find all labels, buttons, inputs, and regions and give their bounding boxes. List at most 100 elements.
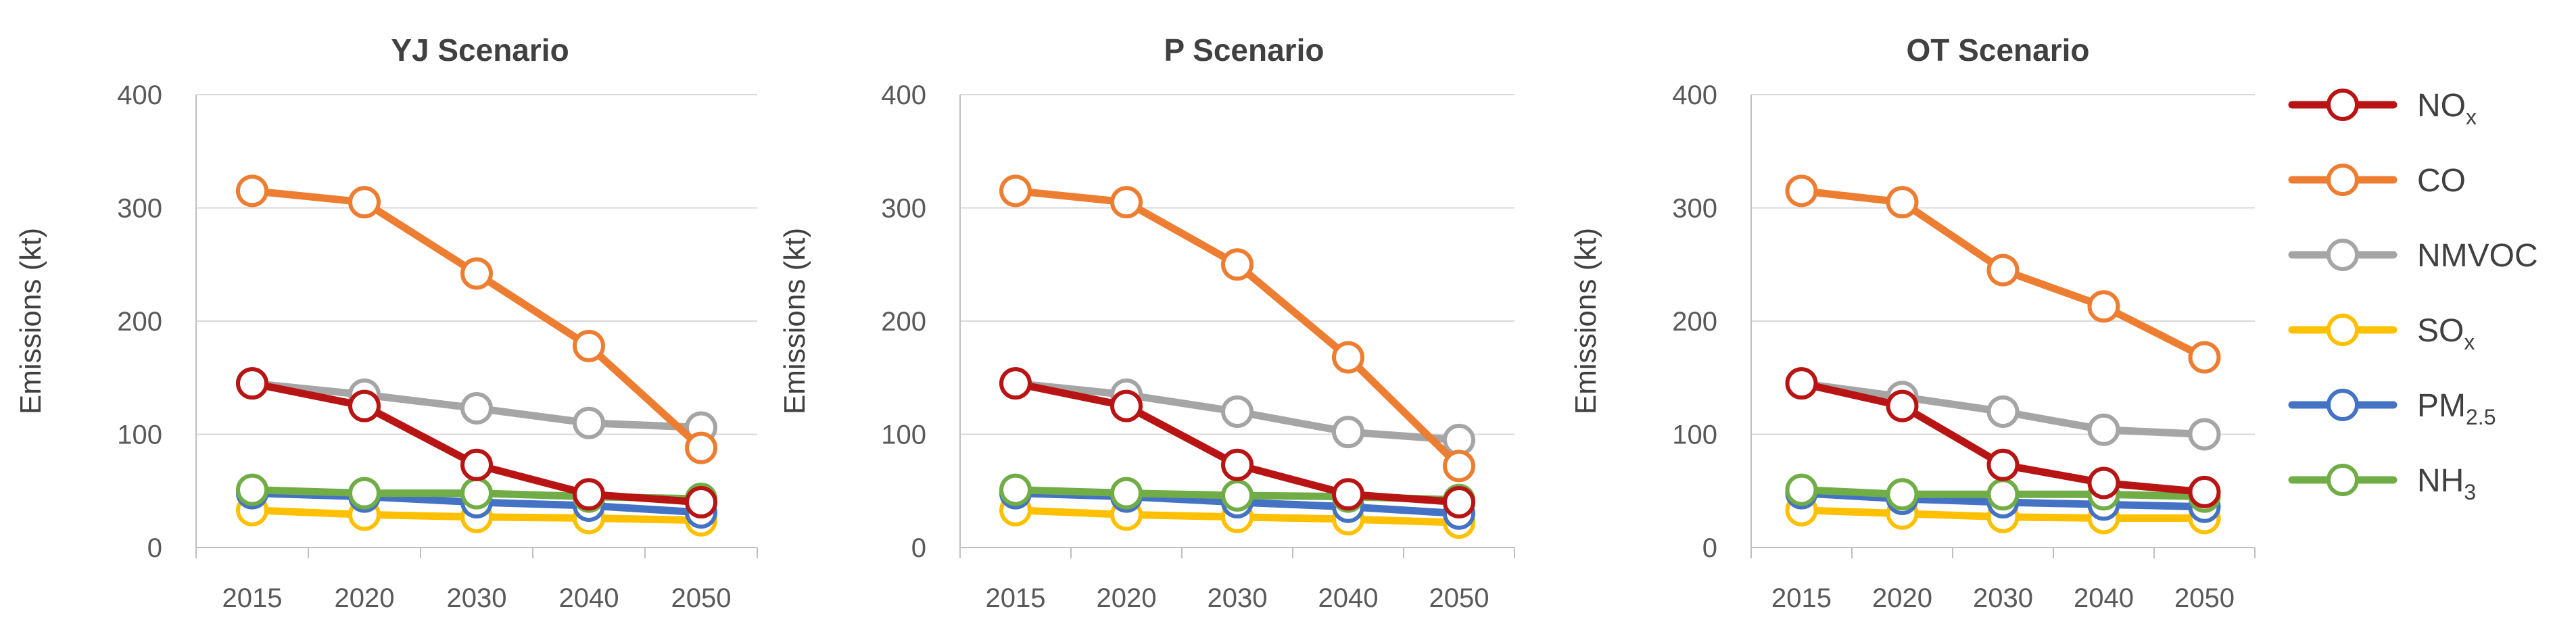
data-point-co <box>1443 450 1475 483</box>
data-point-nh3 <box>999 473 1032 506</box>
x-tick-label: 2020 <box>1097 583 1157 613</box>
y-axis-label: Emissions (kt) <box>1569 228 1602 414</box>
data-point-nox <box>1443 486 1475 518</box>
y-axis-label: Emissions (kt) <box>778 228 811 414</box>
chart-panel-2: P Scenario 0 100 200 300 400 2015 2020 2030 2040 2… <box>778 32 1515 613</box>
chart-panel-3: OT Scenario 0 100 200 300 400 2015 2020 2030 2040… <box>1569 32 2256 613</box>
data-point-nox <box>1986 448 2020 481</box>
data-point-nox <box>1110 389 1143 422</box>
chart-title: YJ Scenario <box>391 32 569 68</box>
chart-title: OT Scenario <box>1907 32 2090 68</box>
x-tick-label: 2030 <box>1208 583 1268 613</box>
data-point-nh3 <box>348 477 381 510</box>
y-axis-label: Emissions (kt) <box>14 228 47 414</box>
y-tick-label: 100 <box>1672 420 1717 450</box>
data-point-co <box>999 174 1032 208</box>
data-point-nmvoc <box>1221 395 1254 428</box>
data-point-co <box>1886 186 1919 219</box>
legend-item-nmvoc: NMVOC <box>2288 238 2538 274</box>
y-tick-label: 400 <box>881 80 926 110</box>
y-tick-label: 100 <box>117 420 162 450</box>
legend-label-pm25: PM2.5 <box>2417 388 2496 429</box>
chart-title: P Scenario <box>1164 32 1325 68</box>
data-point-co <box>1221 248 1254 281</box>
x-tick-label: 2015 <box>1771 583 1832 613</box>
data-point-co <box>460 257 493 290</box>
legend-item-nh3: NH3 <box>2288 463 2476 504</box>
y-tick-label: 400 <box>117 80 162 110</box>
data-point-nh3 <box>460 477 493 510</box>
data-point-nox <box>348 389 381 422</box>
data-point-nox <box>460 448 493 481</box>
data-point-nmvoc <box>573 406 605 439</box>
legend-marker-nh3 <box>2327 464 2359 496</box>
y-tick-label: 100 <box>881 420 926 450</box>
x-tick-label: 2030 <box>1973 583 2033 613</box>
y-tick-label: 300 <box>881 194 926 224</box>
data-point-nox <box>573 478 605 511</box>
data-point-nh3 <box>1110 477 1143 510</box>
data-point-nh3 <box>1986 478 2020 511</box>
data-point-nh3 <box>236 473 268 506</box>
legend-marker-co <box>2327 164 2359 196</box>
y-tick-label: 300 <box>1672 194 1717 224</box>
y-tick-label: 0 <box>147 533 162 563</box>
data-point-co <box>2087 290 2120 323</box>
data-point-co <box>685 431 717 464</box>
legend-item-nox: NOx <box>2288 88 2477 129</box>
legend-label-sox: SOx <box>2417 313 2475 354</box>
data-point-nh3 <box>1785 473 1818 506</box>
x-tick-label: 2015 <box>986 583 1046 613</box>
data-point-nox <box>1332 478 1364 511</box>
x-tick-label: 2020 <box>1872 583 1932 613</box>
data-point-nox <box>1785 367 1818 400</box>
y-tick-label: 200 <box>881 307 926 337</box>
legend-item-co: CO <box>2288 163 2466 199</box>
y-tick-label: 200 <box>117 307 162 337</box>
legend-marker-sox <box>2327 314 2359 346</box>
y-tick-label: 0 <box>911 533 926 563</box>
legend-marker-pm25 <box>2327 389 2359 421</box>
data-point-co <box>1986 253 2020 287</box>
data-point-nh3 <box>1221 479 1254 512</box>
legend-label-nmvoc: NMVOC <box>2417 238 2538 274</box>
y-tick-label: 0 <box>1702 533 1717 563</box>
x-tick-label: 2015 <box>222 583 283 613</box>
data-point-nmvoc <box>1986 395 2020 428</box>
legend-label-nh3: NH3 <box>2417 463 2476 504</box>
x-tick-label: 2040 <box>559 583 619 613</box>
legend-item-pm25: PM2.5 <box>2288 388 2496 429</box>
data-point-nox <box>2087 466 2120 500</box>
data-point-nox <box>2188 475 2221 508</box>
data-point-co <box>348 186 381 219</box>
data-point-nox <box>1886 389 1919 422</box>
x-tick-label: 2020 <box>335 583 395 613</box>
data-point-nox <box>1221 448 1254 481</box>
legend-marker-nox <box>2327 89 2359 121</box>
data-point-co <box>573 329 605 362</box>
data-point-nmvoc <box>2087 413 2120 446</box>
x-tick-label: 2050 <box>2174 583 2235 613</box>
legend-item-sox: SOx <box>2288 313 2475 354</box>
y-tick-label: 400 <box>1672 80 1717 110</box>
data-point-nox <box>236 367 268 400</box>
legend: NOx CO NMVOC SOx PM2.5 NH3 <box>2288 88 2538 504</box>
data-point-nox <box>999 367 1032 400</box>
data-point-co <box>2188 341 2221 374</box>
data-point-nmvoc <box>460 391 493 425</box>
x-tick-label: 2050 <box>671 583 732 613</box>
data-point-nox <box>685 486 717 518</box>
x-tick-label: 2040 <box>1318 583 1379 613</box>
data-point-co <box>1110 186 1143 219</box>
legend-label-co: CO <box>2417 163 2466 199</box>
data-point-co <box>1332 341 1364 374</box>
data-point-nmvoc <box>1332 416 1364 449</box>
legend-marker-nmvoc <box>2327 239 2359 271</box>
y-tick-label: 300 <box>117 194 162 224</box>
x-tick-label: 2050 <box>1429 583 1489 613</box>
data-point-nmvoc <box>2188 418 2221 451</box>
x-tick-label: 2030 <box>447 583 507 613</box>
data-point-co <box>236 174 268 208</box>
data-point-nh3 <box>1886 478 1919 511</box>
